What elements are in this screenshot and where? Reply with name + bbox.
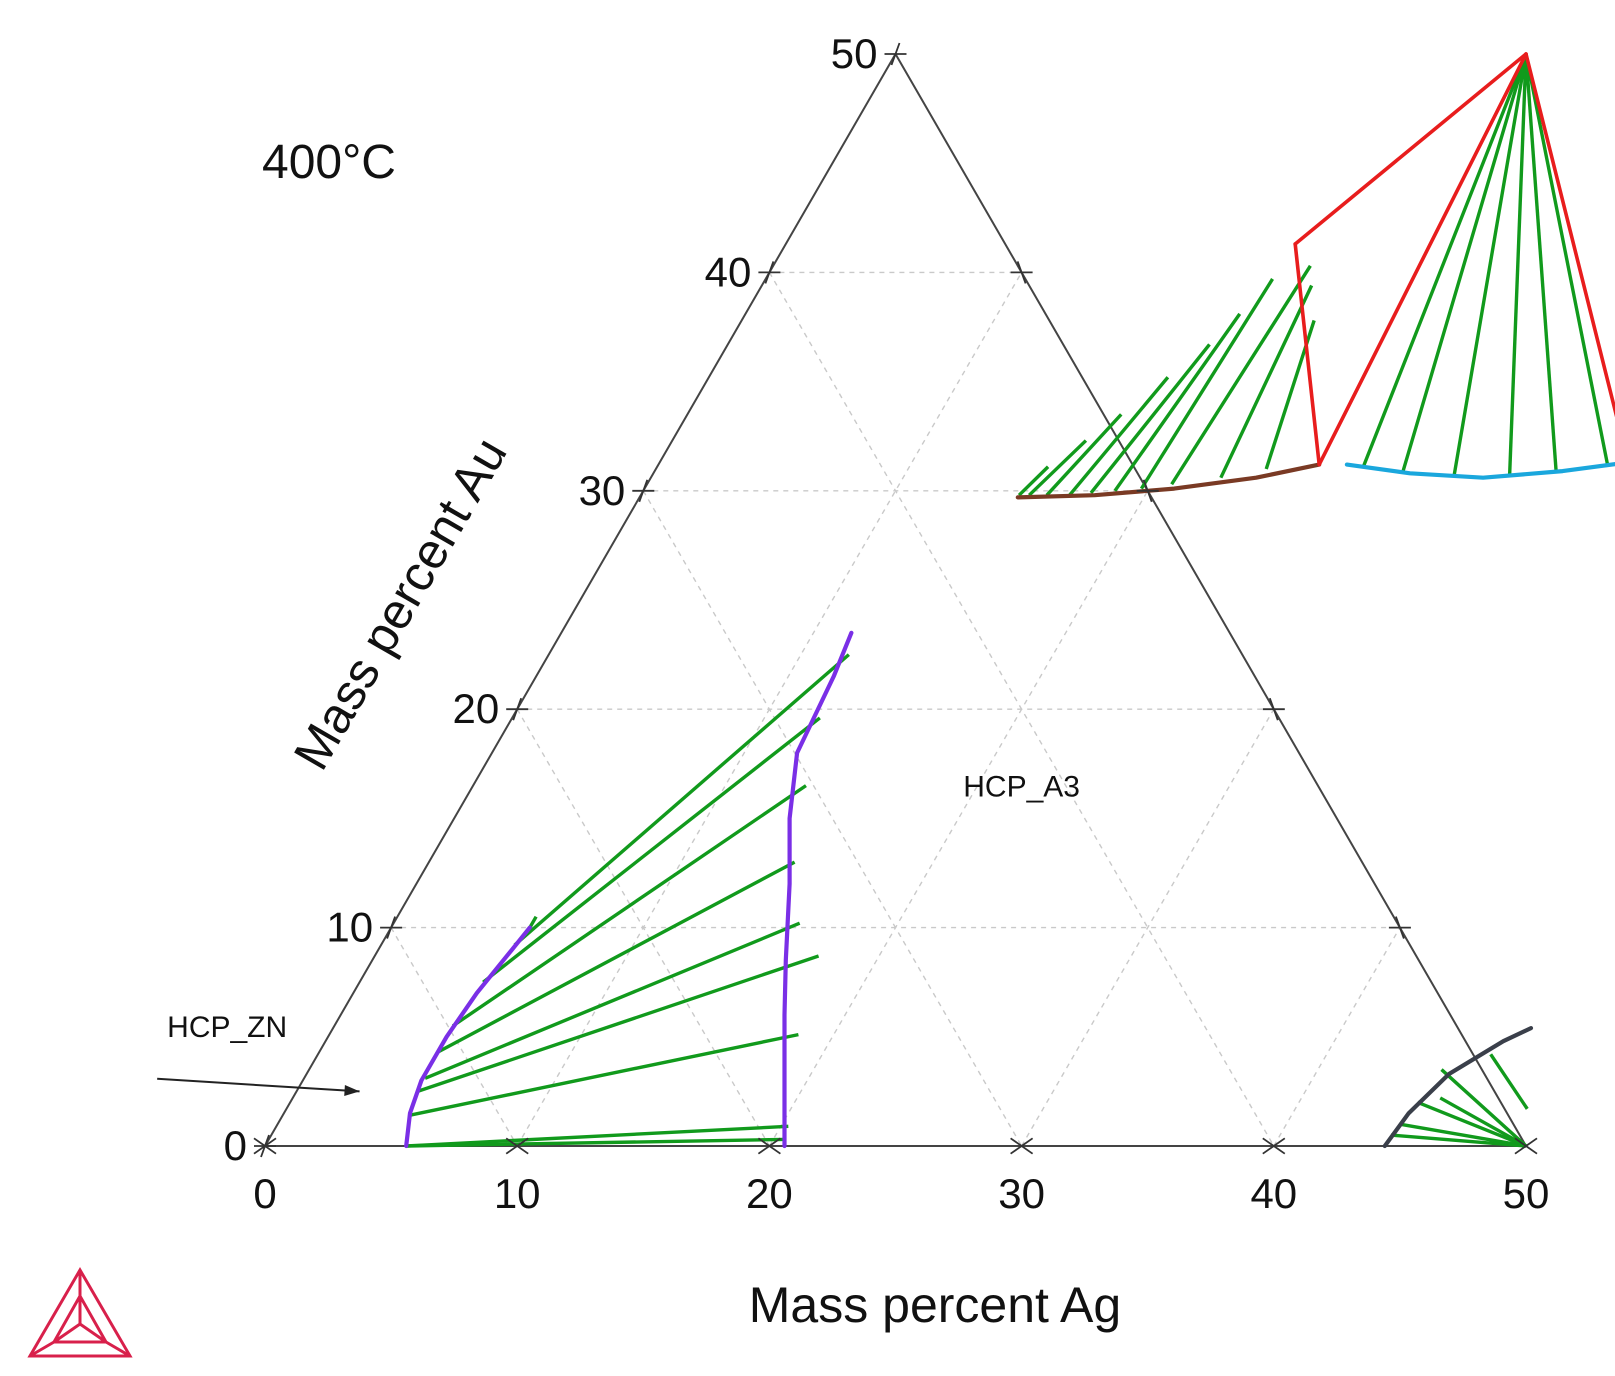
tie-lines: [406, 53, 1610, 1148]
tie-line-28: [1416, 1100, 1527, 1148]
tie-line-30: [1390, 1133, 1527, 1148]
x-tick-label-50: 50: [1503, 1170, 1550, 1217]
y-tick-mark-b-20: [512, 697, 523, 721]
hcp_a3_left_boundary: [782, 630, 854, 1149]
tie-line-25: [1524, 53, 1610, 468]
y-tick-label-30: 30: [579, 467, 626, 514]
red_boundary_1: [1293, 242, 1321, 467]
y-tick-mark-b-30: [638, 479, 649, 503]
y-tick-label-50: 50: [831, 30, 878, 77]
x-tick-label-40: 40: [1250, 1170, 1297, 1217]
right-tick-mark-b-30: [1142, 479, 1153, 503]
tie-line-6: [417, 954, 820, 1094]
y-tick-label-10: 10: [326, 904, 373, 951]
phase-boundaries: [404, 52, 1615, 1149]
dark_boundary_right: [1382, 1025, 1534, 1149]
x-tick-mark-b-10: [505, 1137, 529, 1155]
right-tick-mark-b-10: [1395, 916, 1405, 939]
tie-line-24: [1524, 53, 1558, 474]
x-tick-label-30: 30: [998, 1170, 1045, 1217]
hcp-zn-arrow-line: [157, 1077, 360, 1093]
tie-line-31: [1439, 1096, 1527, 1148]
grid-line-zn-20: [516, 708, 771, 1147]
tie-line-8: [406, 1124, 789, 1148]
grid-line-zn-10: [390, 927, 518, 1147]
hcp_zn_boundary: [404, 925, 532, 1149]
region-label-hcp-a3: HCP_A3: [963, 771, 1080, 804]
brown_boundary: [1015, 462, 1322, 500]
grid-line-ag-20: [768, 490, 1149, 1147]
x-axis-title: Mass percent Ag: [749, 1277, 1121, 1333]
red_boundary_2: [1317, 52, 1528, 467]
tie-line-11: [1027, 439, 1088, 497]
tie-line-27: [1440, 1068, 1528, 1148]
grid-line-ag-40: [1273, 927, 1401, 1147]
tie-line-22: [1452, 53, 1528, 476]
grid-layer: [390, 271, 1401, 1147]
frame-left: [264, 53, 897, 1147]
tie-line-20: [1361, 53, 1528, 468]
tie-line-21: [1400, 53, 1528, 474]
blue_boundary: [1344, 462, 1615, 480]
tie-line-3: [451, 784, 807, 1028]
right-tick-mark-b-20: [1268, 697, 1279, 721]
region-label-hcp-zn: HCP_ZN: [167, 1011, 287, 1044]
tie-line-12: [1045, 413, 1123, 497]
tie-line-1: [513, 653, 850, 947]
frame-right: [894, 53, 1527, 1147]
grid-line-zn-40: [768, 272, 1275, 1147]
tie-line-15: [1113, 312, 1242, 492]
tie-line-10: [1017, 465, 1050, 497]
x-tick-label-20: 20: [746, 1170, 793, 1217]
y-tick-label-0: 0: [224, 1122, 247, 1169]
y-tick-mark-b-40: [764, 261, 775, 284]
tie-line-2: [482, 716, 821, 984]
grid-line-zn-30: [642, 490, 1023, 1147]
tie-line-9: [406, 1137, 784, 1148]
temperature-label: 400°C: [262, 136, 396, 189]
hcp-zn-arrow-head-icon: [344, 1084, 360, 1096]
tie-line-4: [436, 860, 796, 1054]
tie-line-5: [424, 921, 801, 1080]
tie-line-17: [1170, 264, 1312, 486]
tie-line-23: [1507, 53, 1528, 476]
tie-line-18: [1219, 284, 1314, 479]
y-tick-mark-b-10: [386, 916, 396, 939]
tie-line-7: [408, 1032, 799, 1118]
triangle-frame: [264, 53, 1527, 1147]
tie-line-29: [1399, 1122, 1527, 1148]
thermo-calc-logo-icon: [27, 1267, 133, 1358]
y-tick-label-40: 40: [705, 248, 752, 295]
grid-line-ag-30: [1020, 708, 1275, 1147]
x-tick-mark-b-20: [757, 1137, 781, 1155]
x-tick-mark-b-50: [1514, 1137, 1538, 1155]
tie-line-0: [528, 915, 538, 929]
axis-ticks: [253, 42, 1538, 1158]
y-tick-label-20: 20: [452, 685, 499, 732]
tie-line-13: [1068, 376, 1170, 497]
x-tick-label-0: 0: [253, 1170, 276, 1217]
red_boundary_4: [1293, 52, 1528, 246]
x-tick-label-10: 10: [494, 1170, 541, 1217]
x-tick-mark-b-40: [1262, 1137, 1286, 1155]
x-tick-mark-b-30: [1010, 1137, 1034, 1155]
y-tick-mark-b-50: [890, 42, 901, 66]
tie-line-32: [1489, 1053, 1529, 1110]
tie-line-14: [1089, 343, 1211, 495]
red_boundary_3: [1524, 52, 1615, 418]
tie-line-16: [1139, 278, 1274, 490]
y-tick-mark-b-0: [260, 1134, 270, 1158]
right-tick-mark-b-40: [1016, 261, 1027, 284]
